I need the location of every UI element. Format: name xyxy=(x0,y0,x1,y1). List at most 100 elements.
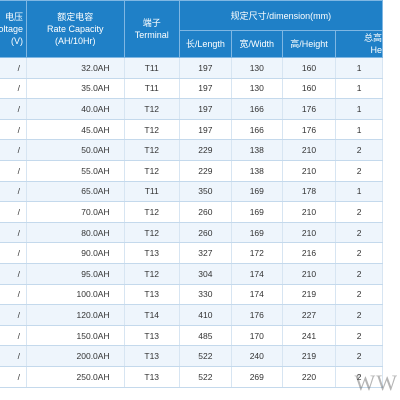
cell-capacity: 200.0AH xyxy=(26,345,125,367)
header-width: 宽/Width xyxy=(230,30,283,58)
cell-height: 219 xyxy=(282,345,337,367)
table-row: /250.0AH T13 522 269 220 2 xyxy=(0,366,383,388)
header-terminal-en: Terminal xyxy=(134,30,169,40)
cell-voltage: / xyxy=(0,325,27,347)
table-row: /55.0AH T12 229 138 210 2 xyxy=(0,160,383,182)
cell-width: 138 xyxy=(231,160,283,182)
table-row: /70.0AH T12 260 169 210 2 xyxy=(0,201,383,223)
cell-terminal: T11 xyxy=(124,181,180,203)
header-terminal: 端子 Terminal xyxy=(123,0,180,58)
cell-width: 170 xyxy=(231,325,283,347)
cell-length: 229 xyxy=(179,160,232,182)
table-row: /95.0AH T12 304 174 210 2 xyxy=(0,263,383,285)
cell-length: 485 xyxy=(179,325,232,347)
cell-total-height: 2 xyxy=(335,304,383,326)
battery-spec-table: 电压 oltage (V) 额定电容 Rate Capacity (AH/10H… xyxy=(0,0,384,388)
cell-total-height: 2 xyxy=(335,242,383,264)
table-row: /40.0AH T12 197 166 176 1 xyxy=(0,98,383,120)
cell-voltage: / xyxy=(0,366,27,388)
cell-terminal: T12 xyxy=(124,160,180,182)
cell-terminal: T12 xyxy=(124,263,180,285)
cell-total-height: 1 xyxy=(335,98,383,120)
cell-length: 350 xyxy=(179,181,232,203)
header-terminal-cn: 端子 xyxy=(142,18,161,28)
cell-length: 327 xyxy=(179,242,232,264)
cell-width: 130 xyxy=(231,57,283,79)
cell-height: 216 xyxy=(282,242,337,264)
table-row: /120.0AH T14 410 176 227 2 xyxy=(0,304,383,326)
header-capacity-cn: 额定电容 xyxy=(57,12,94,22)
cell-width: 174 xyxy=(231,263,283,285)
cell-total-height: 1 xyxy=(335,119,383,141)
cell-height: 210 xyxy=(282,139,337,161)
cell-length: 522 xyxy=(179,366,232,388)
cell-total-height: 1 xyxy=(335,181,383,203)
cell-height: 241 xyxy=(282,325,337,347)
cell-voltage: / xyxy=(0,242,27,264)
cell-voltage: / xyxy=(0,284,27,306)
cell-total-height: 2 xyxy=(335,325,383,347)
cell-capacity: 45.0AH xyxy=(26,119,125,141)
cell-total-height: 2 xyxy=(335,263,383,285)
cell-capacity: 55.0AH xyxy=(26,160,125,182)
cell-height: 160 xyxy=(282,78,337,100)
cell-total-height: 1 xyxy=(335,78,383,100)
cell-capacity: 150.0AH xyxy=(26,325,125,347)
cell-capacity: 100.0AH xyxy=(26,284,125,306)
cell-capacity: 95.0AH xyxy=(26,263,125,285)
cell-capacity: 65.0AH xyxy=(26,181,125,203)
cell-width: 172 xyxy=(231,242,283,264)
cell-terminal: T13 xyxy=(124,366,180,388)
table-row: /65.0AH T11 350 169 178 1 xyxy=(0,181,383,203)
cell-height: 176 xyxy=(282,119,337,141)
cell-width: 138 xyxy=(231,139,283,161)
cell-length: 260 xyxy=(179,201,232,223)
cell-width: 240 xyxy=(231,345,283,367)
cell-capacity: 120.0AH xyxy=(26,304,125,326)
cell-capacity: 35.0AH xyxy=(26,78,125,100)
cell-terminal: T12 xyxy=(124,119,180,141)
cell-width: 166 xyxy=(231,98,283,120)
cell-terminal: T14 xyxy=(124,304,180,326)
cell-length: 197 xyxy=(179,119,232,141)
cell-voltage: / xyxy=(0,201,27,223)
cell-voltage: / xyxy=(0,78,27,100)
table-row: /80.0AH T12 260 169 210 2 xyxy=(0,222,383,244)
table-body: /32.0AH T11 197 130 160 1/35.0AH T11 197 130 160 1… xyxy=(0,57,383,388)
cell-voltage: / xyxy=(0,57,27,79)
cell-height: 176 xyxy=(282,98,337,120)
cell-terminal: T12 xyxy=(124,98,180,120)
cell-length: 304 xyxy=(179,263,232,285)
cell-length: 197 xyxy=(179,98,232,120)
header-total-height-en: He xyxy=(370,45,382,55)
cell-voltage: / xyxy=(0,139,27,161)
cell-total-height: 1 xyxy=(335,57,383,79)
cell-terminal: T12 xyxy=(124,139,180,161)
cell-length: 229 xyxy=(179,139,232,161)
cell-terminal: T12 xyxy=(124,201,180,223)
cell-height: 227 xyxy=(282,304,337,326)
header-length: 长/Length xyxy=(178,30,232,58)
table-row: /100.0AH T13 330 174 219 2 xyxy=(0,284,383,306)
cell-length: 330 xyxy=(179,284,232,306)
cell-length: 197 xyxy=(179,78,232,100)
header-capacity-unit: (AH/10Hr) xyxy=(55,36,96,46)
cell-total-height: 2 xyxy=(335,284,383,306)
cell-capacity: 250.0AH xyxy=(26,366,125,388)
table-row: /200.0AH T13 522 240 219 2 xyxy=(0,345,383,367)
table-row: /35.0AH T11 197 130 160 1 xyxy=(0,78,383,100)
table-row: /50.0AH T12 229 138 210 2 xyxy=(0,139,383,161)
cell-total-height: 2 xyxy=(335,201,383,223)
cell-voltage: / xyxy=(0,222,27,244)
cell-terminal: T12 xyxy=(124,222,180,244)
cell-voltage: / xyxy=(0,98,27,120)
cell-total-height: 2 xyxy=(335,139,383,161)
header-voltage-en: oltage xyxy=(0,24,23,34)
cell-terminal: T13 xyxy=(124,242,180,264)
cell-width: 169 xyxy=(231,222,283,244)
table-row: /45.0AH T12 197 166 176 1 xyxy=(0,119,383,141)
cell-total-height: 2 xyxy=(335,366,383,388)
cell-capacity: 50.0AH xyxy=(26,139,125,161)
cell-voltage: / xyxy=(0,119,27,141)
cell-width: 169 xyxy=(231,181,283,203)
